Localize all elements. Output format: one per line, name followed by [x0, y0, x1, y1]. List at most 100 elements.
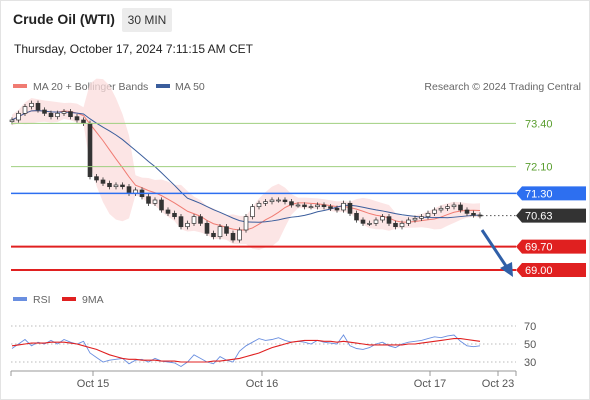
rsi-legend-label: RSI — [33, 294, 51, 306]
candle-body — [393, 222, 398, 228]
candle-body — [347, 202, 353, 214]
candle-body — [412, 217, 418, 221]
candle-body — [263, 201, 268, 204]
candle-body — [16, 112, 21, 121]
candle-body — [276, 199, 281, 202]
candle-body — [217, 226, 223, 238]
candle-body — [61, 111, 67, 114]
candle-body — [29, 102, 34, 108]
rsi-legend: RSI 9MA — [13, 294, 104, 306]
candle-body — [399, 222, 405, 228]
level-tag-pivot — [516, 186, 586, 201]
candle-body — [224, 226, 229, 234]
level-tag-support — [516, 239, 586, 254]
candle-body — [22, 106, 28, 114]
forecast-arrow — [480, 229, 513, 277]
candle-body — [230, 232, 236, 241]
candle-body — [191, 216, 197, 224]
candle-body — [334, 207, 340, 211]
candle-body — [432, 209, 437, 214]
candle-body — [211, 232, 216, 238]
level-label-price: 70.63 — [525, 211, 553, 223]
candle-body — [152, 199, 158, 204]
level-label-pivot: 71.30 — [525, 188, 553, 200]
rsi-ma-line — [11, 338, 481, 363]
candle-body — [237, 229, 242, 241]
candle-body — [159, 199, 164, 211]
candle-body — [360, 219, 366, 224]
candle-body — [204, 222, 210, 234]
candle-body — [74, 116, 80, 121]
ma20-line — [11, 110, 481, 231]
forecast-arrow-head — [500, 262, 513, 277]
x-axis: Oct 15 Oct 16 Oct 17 Oct 23 — [10, 370, 517, 390]
level-tag-price — [516, 208, 586, 223]
candle-body — [341, 202, 346, 211]
candle-body — [87, 122, 93, 178]
x-tick-label: Oct 23 — [482, 378, 514, 390]
price-plot — [9, 78, 483, 250]
timeframe-badge[interactable]: 30 MIN — [122, 8, 172, 32]
candle-body — [94, 176, 99, 181]
candle-body — [165, 209, 171, 214]
ma50-legend-label: MA 50 — [175, 81, 205, 93]
candle-body — [386, 216, 392, 224]
candle-body — [185, 222, 190, 228]
candle-body — [380, 216, 385, 221]
candle-body — [373, 219, 379, 224]
candle-body — [471, 212, 476, 216]
candle-body — [451, 204, 457, 208]
candle-body — [42, 109, 47, 114]
candle-body — [35, 102, 41, 111]
candle-body — [308, 206, 314, 209]
candle-body — [328, 206, 333, 209]
rsi-ma-legend-label: 9MA — [82, 294, 104, 306]
candle-body — [419, 216, 424, 219]
candle-body — [100, 179, 106, 184]
candle-body — [120, 184, 125, 188]
levels: 73.40 72.10 71.30 70.63 69.70 69.00 — [11, 118, 586, 277]
ma50-legend-swatch — [156, 84, 170, 88]
candle-body — [425, 212, 431, 218]
candle-body — [445, 206, 450, 209]
instrument-title: Crude Oil (WTI) — [13, 11, 115, 27]
candle-body — [198, 216, 203, 224]
candle-body — [126, 186, 132, 194]
candle-body — [107, 182, 112, 188]
level-label-resistance: 72.10 — [525, 162, 553, 174]
candle-body — [55, 112, 60, 118]
candle-body — [243, 216, 249, 231]
x-tick-label: Oct 15 — [77, 378, 109, 390]
candle-body — [282, 199, 288, 203]
ma20-legend-swatch — [13, 84, 27, 88]
rsi-tick-label: 50 — [524, 339, 536, 351]
x-tick-label: Oct 17 — [414, 378, 446, 390]
candle-body — [289, 201, 294, 206]
level-label-support: 69.00 — [525, 265, 553, 277]
candle-body — [172, 212, 177, 218]
header: Crude Oil (WTI) 30 MIN — [1, 1, 589, 37]
rsi-ma-legend-swatch — [62, 297, 76, 301]
level-label-resistance: 73.40 — [525, 118, 553, 130]
candle-body — [354, 212, 359, 221]
candle-body — [68, 111, 73, 118]
level-label-support: 69.70 — [525, 242, 553, 254]
candle-body — [250, 206, 255, 218]
candle-body — [464, 209, 470, 214]
x-tick-label: Oct 16 — [246, 378, 278, 390]
candle-body — [438, 207, 444, 211]
credit-label: Research © 2024 Trading Central — [424, 81, 581, 93]
rsi-plot: 70 50 30 — [11, 321, 536, 369]
rsi-legend-swatch — [13, 297, 27, 301]
candle-body — [9, 119, 15, 123]
candle-body — [113, 184, 119, 188]
candle-body — [295, 204, 301, 207]
datetime-label: Thursday, October 17, 2024 7:11:15 AM CE… — [14, 42, 254, 56]
candle-body — [367, 222, 372, 225]
candle-body — [146, 196, 151, 204]
candle-body — [256, 202, 262, 208]
rsi-tick-label: 30 — [524, 357, 536, 369]
candle-body — [178, 216, 184, 228]
